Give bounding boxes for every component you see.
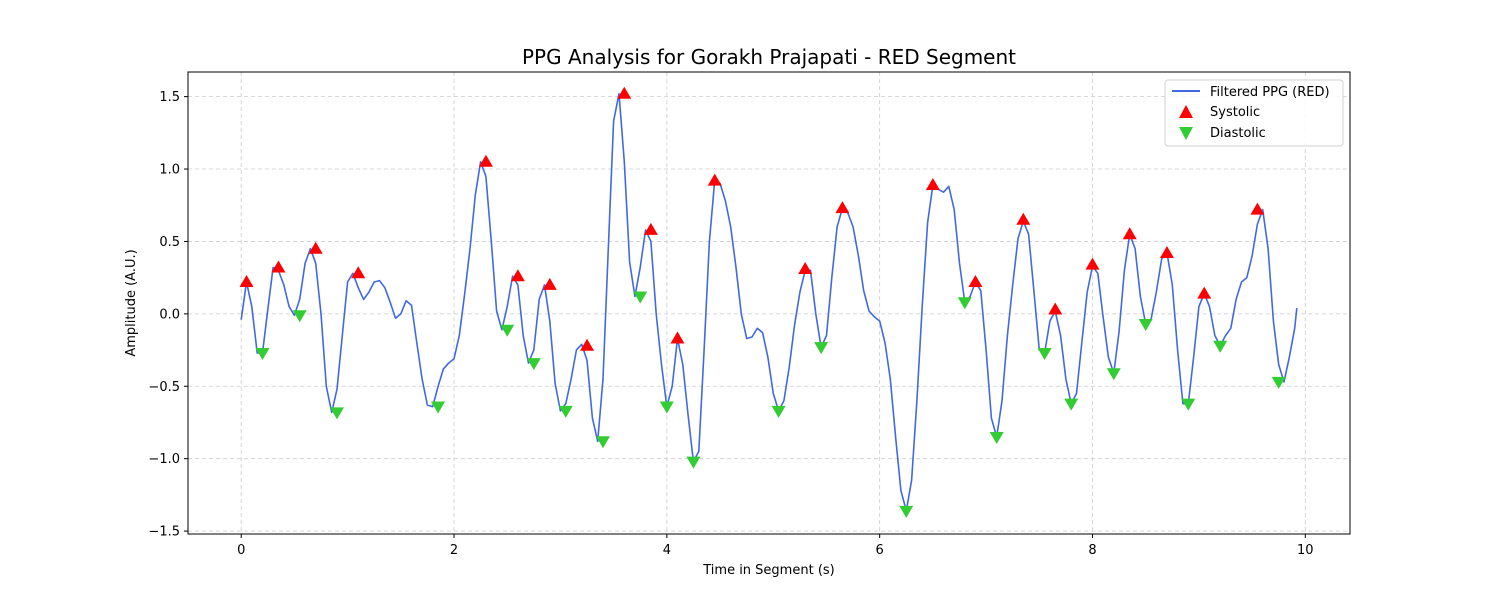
diastolic-marker — [814, 342, 829, 355]
diastolic-marker — [1138, 319, 1153, 331]
diastolic-marker — [255, 347, 270, 360]
systolic-marker — [1085, 257, 1100, 270]
legend-entry-systolic: Systolic — [1210, 105, 1260, 120]
x-tick-label: 2 — [450, 543, 458, 558]
systolic-marker — [835, 201, 850, 214]
diastolic-marker — [329, 407, 344, 420]
systolic-marker — [1250, 202, 1265, 215]
systolic-marker — [968, 275, 983, 287]
legend-entry-diastolic: Diastolic — [1210, 126, 1266, 141]
systolic-marker — [798, 261, 813, 274]
systolic-marker — [308, 241, 323, 254]
diastolic-marker — [500, 324, 515, 337]
diastolic-marker — [686, 456, 701, 469]
diastolic-marker — [633, 291, 648, 304]
plot-area-frame — [187, 71, 1351, 535]
x-tick-label: 10 — [1297, 543, 1314, 558]
diastolic-marker — [1106, 368, 1121, 381]
systolic-marker — [1016, 212, 1031, 225]
systolic-marker — [580, 338, 595, 351]
diastolic-marker — [1181, 398, 1196, 411]
axis-ticks: 0 2 4 6 8 10 −1.5 −1.0 −0.5 0.0 0.5 1.0 1.5 — [148, 90, 1313, 558]
peak-marker-layer — [239, 86, 1286, 518]
y-axis-label: Amplitude (A.U.) — [124, 249, 139, 356]
legend-systolic-swatch — [1179, 105, 1193, 118]
diastolic-marker — [558, 405, 573, 418]
y-tick-label: 0.0 — [159, 307, 180, 322]
systolic-marker — [925, 177, 940, 190]
legend-diastolic-swatch — [1179, 127, 1193, 140]
systolic-marker — [707, 173, 722, 186]
systolic-marker — [1197, 286, 1212, 299]
legend: Filtered PPG (RED) Systolic Diastolic — [1164, 79, 1344, 147]
diastolic-marker — [596, 436, 610, 449]
diastolic-marker — [659, 401, 674, 414]
x-tick-label: 4 — [663, 543, 671, 558]
diastolic-marker — [899, 505, 914, 518]
systolic-marker — [271, 260, 286, 273]
diastolic-marker — [526, 358, 541, 371]
systolic-marker — [670, 331, 685, 344]
systolic-marker — [1159, 246, 1174, 259]
diastolic-marker — [292, 310, 307, 323]
chart-title: PPG Analysis for Gorakh Prajapati - RED … — [522, 45, 1016, 69]
systolic-marker — [510, 269, 525, 282]
diastolic-marker — [957, 297, 972, 310]
x-tick-label: 6 — [876, 543, 884, 558]
legend-entry-filtered-ppg: Filtered PPG (RED) — [1210, 85, 1330, 100]
y-tick-label: −1.0 — [148, 452, 180, 467]
systolic-marker — [542, 277, 557, 290]
diastolic-marker — [1037, 347, 1052, 360]
filtered-ppg-line — [240, 92, 1298, 512]
systolic-marker — [351, 266, 366, 279]
systolic-marker — [643, 222, 658, 235]
y-tick-label: 1.5 — [159, 90, 180, 105]
y-tick-label: 0.5 — [159, 235, 180, 250]
diastolic-marker — [1064, 398, 1079, 411]
diastolic-marker — [1271, 376, 1286, 389]
x-axis-label: Time in Segment (s) — [702, 563, 834, 578]
diastolic-marker — [771, 405, 786, 418]
diastolic-marker — [1213, 340, 1228, 353]
legend-box — [1164, 79, 1344, 147]
diastolic-marker — [431, 401, 446, 414]
y-tick-label: −0.5 — [148, 380, 180, 395]
x-tick-label: 8 — [1088, 543, 1096, 558]
grid-lines — [188, 72, 1350, 534]
y-tick-label: 1.0 — [159, 163, 180, 178]
diastolic-marker — [989, 431, 1004, 444]
x-tick-label: 0 — [237, 543, 245, 558]
series-line-layer — [240, 92, 1298, 512]
systolic-marker — [1048, 302, 1063, 315]
y-tick-label: −1.5 — [148, 525, 180, 540]
systolic-marker — [478, 154, 493, 167]
systolic-marker — [617, 86, 632, 99]
systolic-marker — [239, 275, 254, 287]
systolic-marker — [1122, 227, 1137, 240]
